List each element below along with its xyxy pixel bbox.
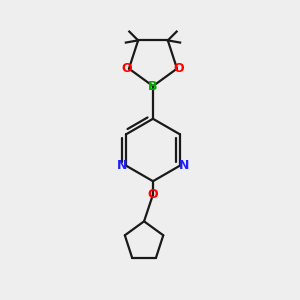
Text: O: O (148, 188, 158, 201)
Text: N: N (179, 159, 189, 172)
Text: O: O (174, 62, 184, 75)
Text: N: N (117, 159, 127, 172)
Text: O: O (122, 62, 132, 75)
Text: B: B (148, 80, 158, 93)
